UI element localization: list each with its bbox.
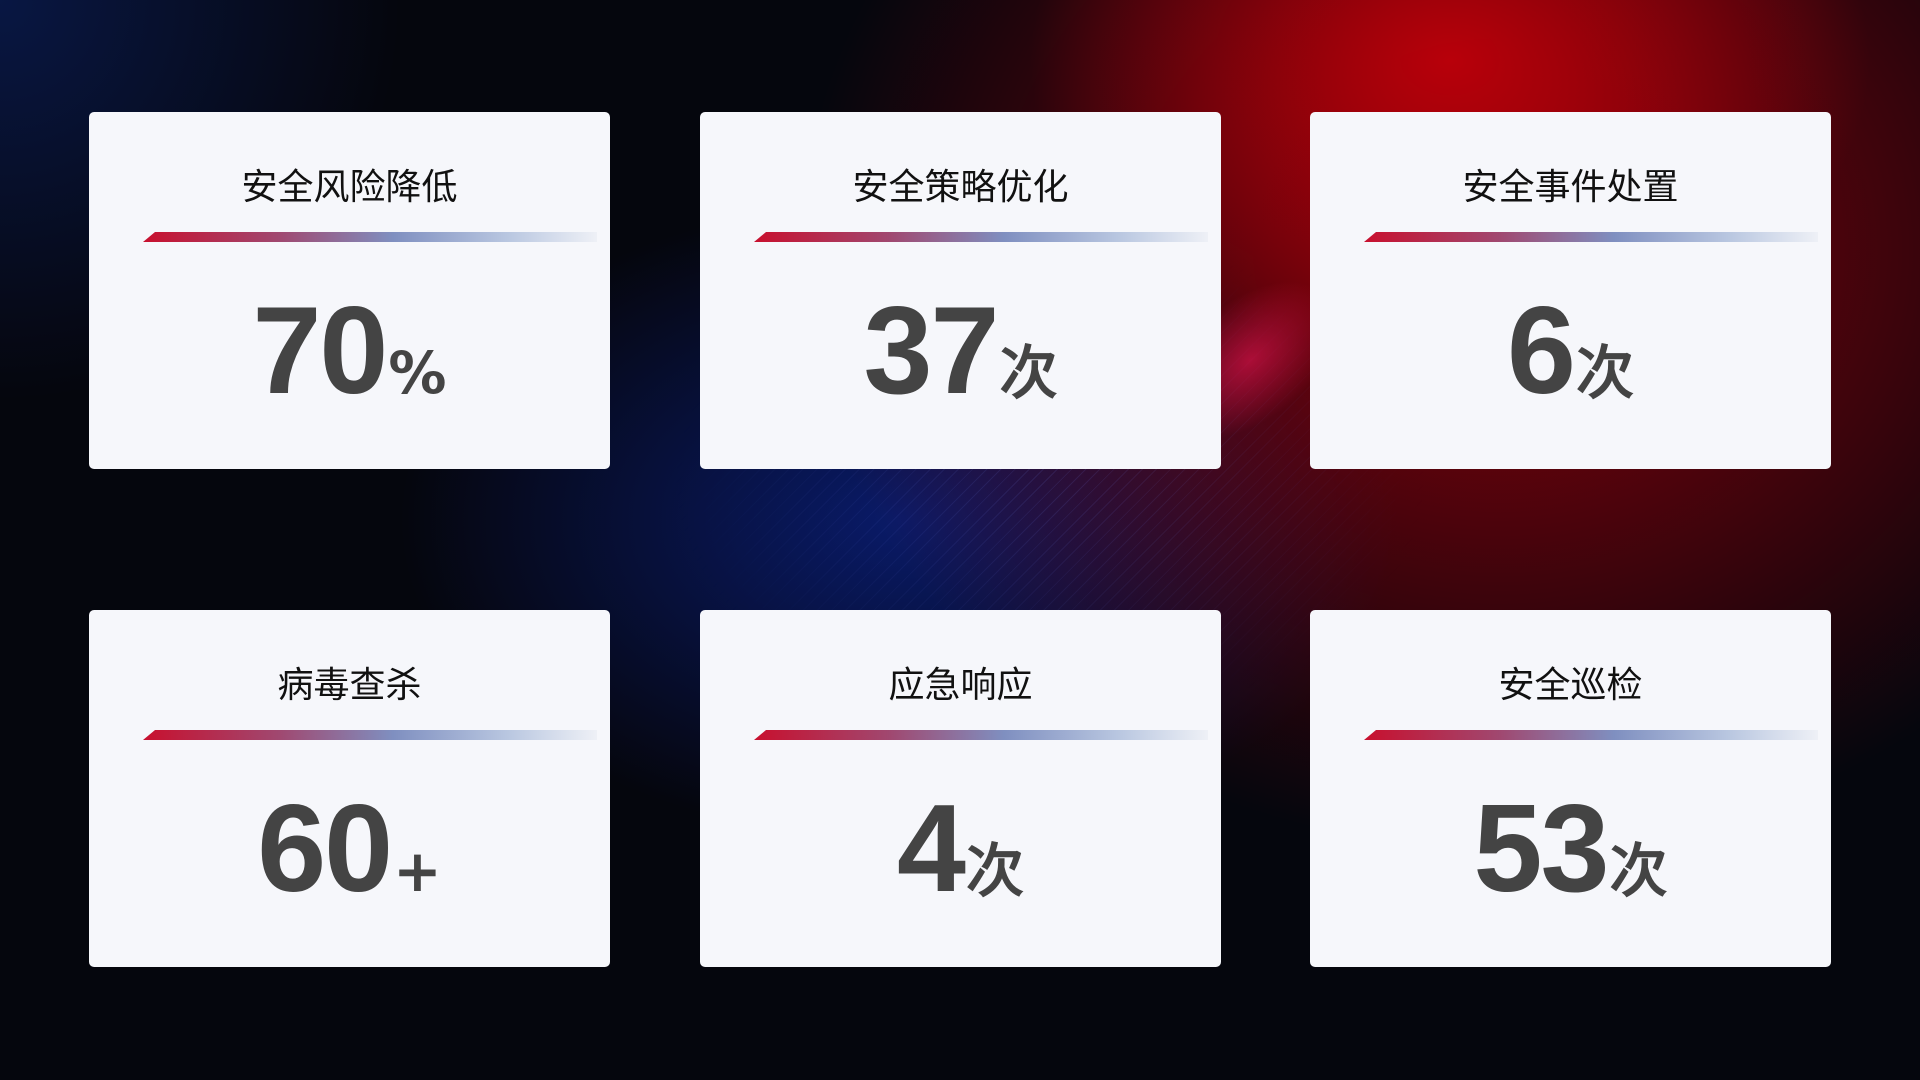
stat-card-policy-optimization: 安全策略优化 37次 (700, 112, 1221, 469)
value-number: 60 (257, 780, 393, 918)
value-number: 4 (897, 780, 966, 918)
card-value: 60+ (89, 778, 610, 920)
value-unit: 次 (1575, 339, 1634, 407)
stat-card-virus-removal: 病毒查杀 60+ (89, 610, 610, 967)
card-value: 53次 (1310, 778, 1831, 920)
stat-card-risk-reduction: 安全风险降低 70% (89, 112, 610, 469)
card-value: 37次 (700, 280, 1221, 422)
value-unit: + (393, 837, 442, 905)
gradient-divider (754, 232, 1208, 242)
value-unit: 次 (1609, 837, 1668, 905)
gradient-divider (143, 730, 597, 740)
card-title: 安全策略优化 (852, 167, 1069, 208)
card-title: 安全巡检 (1498, 665, 1643, 706)
card-value: 70% (89, 280, 610, 422)
card-title: 病毒查杀 (277, 665, 422, 706)
gradient-divider (143, 232, 597, 242)
value-number: 6 (1507, 282, 1576, 420)
gradient-divider (1364, 232, 1818, 242)
stat-card-security-inspection: 安全巡检 53次 (1310, 610, 1831, 967)
card-title: 应急响应 (888, 665, 1033, 706)
value-number: 37 (863, 282, 1000, 420)
gradient-divider (1364, 730, 1818, 740)
value-unit: % (388, 339, 447, 407)
stat-card-incident-handling: 安全事件处置 6次 (1310, 112, 1831, 469)
value-number: 53 (1473, 780, 1610, 918)
stat-card-emergency-response: 应急响应 4次 (700, 610, 1221, 967)
card-title: 安全风险降低 (241, 167, 458, 208)
card-title: 安全事件处置 (1462, 167, 1679, 208)
value-unit: 次 (965, 837, 1024, 905)
value-number: 70 (252, 282, 388, 420)
card-value: 4次 (700, 778, 1221, 920)
value-unit: 次 (999, 339, 1058, 407)
gradient-divider (754, 730, 1208, 740)
card-value: 6次 (1310, 280, 1831, 422)
